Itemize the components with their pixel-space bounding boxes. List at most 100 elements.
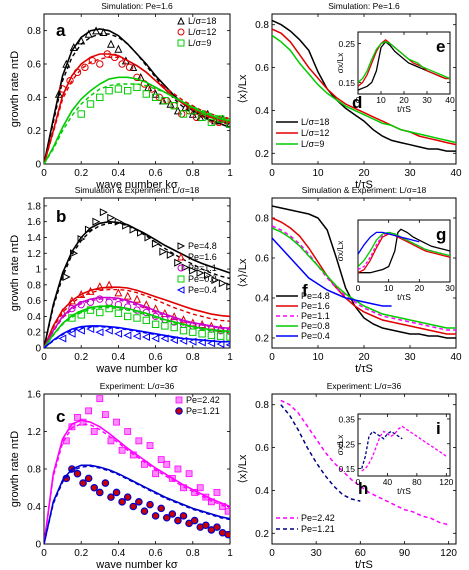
data-point [106, 39, 115, 48]
x-axis-label: t/τS [355, 179, 373, 191]
series-line [280, 404, 361, 502]
x-tick-label: 0.2 [74, 352, 88, 363]
data-point [196, 484, 204, 492]
series-solid-line [44, 53, 230, 164]
legend-label: Pe=4.8 [188, 241, 217, 251]
legend-label: Pe=0.4 [188, 285, 217, 295]
inset-y-label: σx/Lx [335, 52, 345, 74]
data-point [90, 428, 98, 435]
data-point [198, 322, 206, 331]
data-point [189, 328, 197, 336]
x-tick-label: 0.8 [186, 548, 200, 559]
y-tick-label: 0.6 [27, 60, 41, 71]
x-tick-label: 0 [41, 168, 47, 179]
series-line [272, 34, 456, 144]
legend-marker [177, 242, 186, 250]
data-point [170, 101, 178, 110]
legend: L/σ=18L/σ=12L/σ=9 [276, 117, 329, 149]
y-tick-label: 1.4 [27, 233, 41, 244]
data-point [213, 523, 221, 531]
data-point [133, 73, 141, 82]
series-line [272, 19, 456, 152]
data-point [105, 280, 114, 289]
y-tick-label: 1.6 [27, 390, 41, 401]
series-solid-line [44, 419, 230, 544]
inset-g: 0 10 20 30 t/τS σx/Lx g [335, 219, 455, 302]
x-axis-label: wave number kσ [95, 559, 178, 570]
data-point [113, 418, 120, 426]
x-tick-label: 60 [355, 548, 367, 559]
data-point [90, 483, 99, 492]
x-tick-label: 10 [376, 95, 386, 105]
x-tick-label: 20 [358, 352, 370, 363]
y-tick-label: 0.6 [255, 63, 269, 74]
data-point [162, 513, 171, 522]
inset-x-label: t/τS [397, 292, 411, 302]
legend-label: Pe=0.4 [301, 331, 330, 341]
series-solid-line [44, 305, 230, 348]
x-tick-label: 0 [269, 548, 275, 559]
data-point [105, 86, 113, 95]
inset-i: 0 40 80 120 0.15 0.25 0.35 t/τS σx/Lx i [335, 413, 454, 496]
x-tick-label: 30 [422, 95, 432, 105]
data-point [211, 276, 220, 285]
series-line [272, 217, 456, 335]
data-point [181, 263, 190, 272]
legend-label: Pe=1.6 [301, 301, 330, 311]
data-point [174, 258, 183, 267]
legend-label: L/σ=9 [188, 38, 211, 48]
x-tick-label: 40 [383, 477, 393, 487]
legend-marker [177, 28, 185, 36]
series-dashed-line [44, 423, 230, 544]
x-tick-label: 1 [227, 548, 233, 559]
x-tick-label: 0.8 [186, 168, 200, 179]
x-tick-label: 30 [311, 548, 323, 559]
data-point [226, 333, 230, 341]
y-tick-label: 0.8 [255, 20, 269, 31]
inset-series-line [358, 231, 450, 267]
y-tick-label: 0 [35, 540, 41, 551]
y-tick-label: 0.4 [255, 294, 269, 305]
data-point [146, 500, 154, 509]
inset-x-label: t/τS [397, 104, 411, 114]
x-tick-label: 120 [440, 548, 457, 559]
data-point [196, 268, 205, 278]
data-point [174, 516, 182, 525]
data-point [133, 83, 141, 92]
x-tick-label: 10 [312, 352, 324, 363]
data-point [123, 291, 132, 300]
data-point [112, 488, 121, 497]
x-tick-label: 40 [450, 352, 462, 363]
legend-label: L/σ=12 [301, 128, 329, 138]
data-point [54, 89, 63, 98]
panel-h: Experiment: L/σ=36 0 30 60 90 120 0.2 0.4 0.6 0.8… [237, 381, 457, 570]
legend-marker [176, 286, 185, 294]
data-point [152, 470, 160, 478]
panel-title: Simulation: Pe=1.6 [328, 1, 400, 11]
data-point [224, 530, 230, 539]
panel-b: Simulation & Experiment: L/σ=18 0 0.2 0.4 0.… [9, 185, 233, 375]
data-point [157, 456, 165, 464]
data-point [67, 329, 76, 338]
panel-letter: f [302, 281, 308, 300]
data-point [207, 118, 216, 127]
data-point [151, 320, 160, 329]
inset-data-layer [361, 425, 447, 472]
y-tick-label: 0.8 [27, 465, 41, 476]
data-point [86, 100, 95, 108]
data-point [96, 395, 104, 403]
data-layer [280, 399, 449, 526]
data-point [192, 113, 201, 122]
data-point [118, 60, 126, 68]
data-point [179, 110, 188, 118]
y-tick-label: 0.6 [255, 443, 269, 454]
inset-axes-h: 0 40 80 120 0.15 0.25 0.35 [338, 413, 454, 487]
inset-y-label: σx/Lx [335, 434, 345, 456]
legend-marker [175, 396, 183, 404]
data-point [84, 474, 93, 483]
data-point [179, 512, 188, 520]
x-tick-label: 0 [41, 352, 47, 363]
series-solid-line [44, 325, 230, 348]
x-axis-label: t/τS [355, 559, 373, 570]
